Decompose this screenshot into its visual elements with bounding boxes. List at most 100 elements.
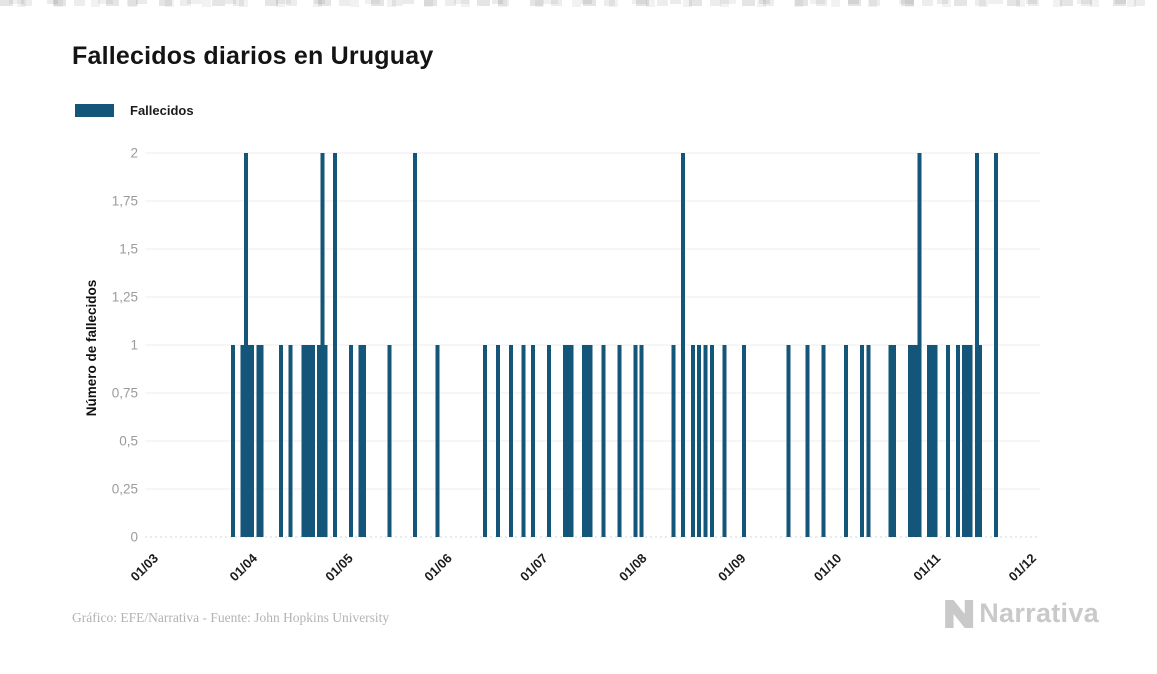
bar (412, 153, 417, 537)
bar (933, 345, 938, 537)
bar (585, 345, 590, 537)
source-credit: Gráfico: EFE/Narrativa - Fuente: John Ho… (72, 610, 390, 625)
bar (333, 153, 338, 537)
bar (310, 345, 315, 537)
bar (301, 345, 306, 537)
x-axis-tick-label: 01/11 (910, 551, 943, 584)
bar (888, 345, 893, 537)
x-axis-tick-label: 01/07 (517, 551, 551, 585)
y-axis-title: Número de fallecidos (84, 280, 99, 417)
bar (349, 345, 354, 537)
bar (531, 345, 536, 537)
chart-legend: Fallecidos (75, 103, 194, 118)
bar (521, 345, 526, 537)
bar (387, 345, 392, 537)
bar (508, 345, 513, 537)
bar (563, 345, 568, 537)
bar (681, 153, 686, 537)
y-axis-tick-label: 0,75 (112, 386, 138, 401)
x-axis-tick-label: 01/06 (421, 551, 455, 585)
y-axis-tick-label: 0,5 (119, 434, 138, 449)
page-title: Fallecidos diarios en Uruguay (72, 42, 434, 70)
bar (911, 345, 916, 537)
bar (256, 345, 261, 537)
bar (697, 345, 702, 537)
bar (547, 345, 552, 537)
bar (722, 345, 727, 537)
bar (246, 345, 251, 537)
bar (703, 345, 708, 537)
bar (844, 345, 849, 537)
y-axis-tick-label: 1,5 (119, 242, 138, 257)
bar (927, 345, 932, 537)
bar (633, 345, 638, 537)
bar (361, 345, 366, 537)
bar (978, 345, 983, 537)
x-axis-tick-label: 01/12 (1006, 551, 1040, 585)
bar (907, 345, 912, 537)
bar (483, 345, 488, 537)
bar (965, 345, 970, 537)
bar (805, 345, 810, 537)
y-axis-tick-label: 1,25 (112, 290, 138, 305)
bar (307, 345, 312, 537)
x-axis-tick-label: 01/10 (811, 551, 845, 585)
bar (617, 345, 622, 537)
x-axis-tick-label: 01/04 (226, 550, 260, 584)
bar (231, 345, 236, 537)
bar (435, 345, 440, 537)
bar (320, 153, 325, 537)
bar (304, 345, 309, 537)
bar (786, 345, 791, 537)
narrativa-logo-icon (945, 599, 974, 628)
bar (891, 345, 896, 537)
bar (946, 345, 951, 537)
bar (588, 345, 593, 537)
bar (859, 345, 864, 537)
legend-label: Fallecidos (130, 103, 194, 118)
x-axis-tick-label: 01/03 (128, 551, 162, 585)
bar (994, 153, 999, 537)
y-axis-tick-label: 1 (130, 338, 138, 353)
bar (914, 345, 919, 537)
x-axis-tick-label: 01/09 (715, 551, 749, 585)
bar (639, 345, 644, 537)
bar (240, 345, 245, 537)
bar (690, 345, 695, 537)
bar (930, 345, 935, 537)
bar (601, 345, 606, 537)
bar (358, 345, 363, 537)
y-axis-tick-label: 0 (130, 530, 138, 545)
bar (741, 345, 746, 537)
bar (968, 345, 973, 537)
bar (917, 153, 922, 537)
x-axis-tick-label: 01/08 (616, 551, 650, 585)
bar (974, 153, 979, 537)
bar (569, 345, 574, 537)
x-axis-tick-label: 01/05 (322, 551, 356, 585)
bar (288, 345, 293, 537)
bar (243, 153, 248, 537)
bar (496, 345, 501, 537)
bar (671, 345, 676, 537)
narrativa-logo-text: Narrativa (979, 598, 1099, 628)
y-axis-tick-label: 2 (130, 146, 138, 161)
bar (317, 345, 322, 537)
bar (323, 345, 328, 537)
bar (259, 345, 264, 537)
legend-swatch (75, 104, 114, 117)
torn-paper-edge-decoration (0, 0, 1157, 7)
narrativa-logo: Narrativa (945, 598, 1099, 629)
bar (250, 345, 255, 537)
bar (278, 345, 283, 537)
bar (821, 345, 826, 537)
bar (955, 345, 960, 537)
bar (866, 345, 871, 537)
y-axis-tick-label: 0,25 (112, 482, 138, 497)
bar (582, 345, 587, 537)
bar (962, 345, 967, 537)
bar (709, 345, 714, 537)
bar (566, 345, 571, 537)
y-axis-tick-label: 1,75 (112, 194, 138, 209)
